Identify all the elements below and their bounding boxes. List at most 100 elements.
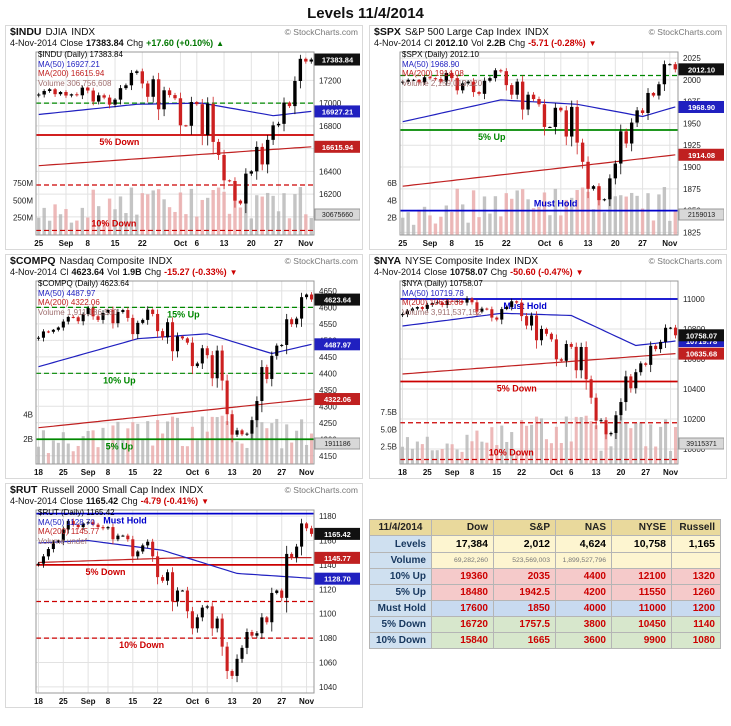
svg-text:13: 13 bbox=[220, 239, 229, 248]
chart-description: NYSE Composite Index bbox=[405, 256, 511, 267]
svg-text:8: 8 bbox=[450, 239, 455, 248]
svg-text:16200: 16200 bbox=[319, 190, 342, 199]
svg-text:Oct: Oct bbox=[538, 239, 552, 248]
value-cell: 4,624 bbox=[555, 535, 612, 553]
svg-text:13: 13 bbox=[228, 697, 237, 706]
svg-text:18: 18 bbox=[398, 468, 407, 477]
svg-text:11000: 11000 bbox=[683, 295, 705, 304]
value-cell: 1320 bbox=[671, 568, 721, 585]
levels-table-row-10-up: 10% Up 19360 2035 4400 12100 1320 bbox=[369, 568, 721, 585]
svg-text:Oct: Oct bbox=[174, 239, 188, 248]
close-label: Close bbox=[60, 496, 84, 506]
chart-compq: $COMPQ Nasdaq Composite INDX © StockChar… bbox=[5, 254, 363, 479]
svg-text:10200: 10200 bbox=[683, 415, 706, 424]
index-header-cell: Russell bbox=[671, 519, 721, 536]
levels-table-row-volume: Volume 69,282,260 523,569,003 1,899,527,796 bbox=[369, 552, 721, 569]
svg-text:Nov: Nov bbox=[662, 239, 678, 248]
chg-value: -5.71 (-0.28%) bbox=[528, 38, 586, 48]
chart-exchange: INDX bbox=[524, 27, 549, 38]
close-value: 4623.64 bbox=[71, 267, 105, 277]
svg-text:27: 27 bbox=[641, 468, 650, 477]
svg-text:Sep: Sep bbox=[81, 697, 96, 706]
svg-text:4623.64: 4623.64 bbox=[324, 296, 352, 305]
svg-text:10719.78: 10719.78 bbox=[686, 337, 717, 346]
svg-text:7.5B: 7.5B bbox=[381, 408, 397, 417]
svg-text:Nov: Nov bbox=[298, 239, 314, 248]
value-cell: 17,384 bbox=[431, 535, 494, 553]
row-label: Must Hold bbox=[369, 600, 432, 617]
svg-text:4150: 4150 bbox=[319, 452, 337, 461]
svg-text:15: 15 bbox=[475, 239, 484, 248]
levels-table-row-5-down: 5% Down 16720 1757.5 3800 10450 1140 bbox=[369, 616, 721, 633]
levels-table-row-levels: Levels 17,384 2,012 4,624 10,758 1,165 bbox=[369, 535, 721, 553]
svg-text:16400: 16400 bbox=[319, 167, 342, 176]
value-cell: 12100 bbox=[611, 568, 672, 585]
stockcharts-credit: © StockCharts.com bbox=[284, 256, 358, 266]
chart-date: 4-Nov-2014 bbox=[374, 267, 422, 277]
value-cell: 11000 bbox=[611, 600, 672, 617]
svg-text:1875: 1875 bbox=[683, 185, 701, 194]
value-cell: 9900 bbox=[611, 632, 672, 649]
svg-text:6: 6 bbox=[559, 239, 564, 248]
svg-text:Must Hold: Must Hold bbox=[503, 301, 546, 311]
chart-header: $SPX S&P 500 Large Cap Index INDX © Stoc… bbox=[370, 26, 726, 49]
svg-text:27: 27 bbox=[638, 239, 647, 248]
trend-down-arrow-icon: ▼ bbox=[201, 497, 210, 506]
svg-text:Nov: Nov bbox=[299, 697, 315, 706]
svg-text:1100: 1100 bbox=[319, 610, 337, 619]
svg-text:8: 8 bbox=[86, 239, 91, 248]
chart-plot-area[interactable]: Must Hold 5% Down 10% Down 1180 1160 1140 1120… bbox=[6, 507, 362, 707]
value-cell: 1850 bbox=[493, 600, 556, 617]
svg-text:4550: 4550 bbox=[319, 320, 337, 329]
svg-text:8: 8 bbox=[470, 468, 475, 477]
svg-text:2B: 2B bbox=[23, 435, 33, 444]
svg-text:1145.77: 1145.77 bbox=[324, 554, 351, 563]
row-label: 5% Down bbox=[369, 616, 432, 633]
svg-text:2025: 2025 bbox=[683, 54, 701, 63]
svg-text:1080: 1080 bbox=[319, 634, 337, 643]
svg-text:1950: 1950 bbox=[683, 119, 701, 128]
levels-table: 11/4/2014 Dow S&P NAS NYSE Russell Levels 17,38… bbox=[369, 519, 721, 649]
svg-text:10% Down: 10% Down bbox=[489, 448, 534, 458]
svg-text:5.0B: 5.0B bbox=[381, 425, 397, 434]
svg-text:10% Up: 10% Up bbox=[103, 375, 136, 385]
svg-text:2000: 2000 bbox=[683, 76, 701, 85]
chg-label: Chg bbox=[126, 38, 144, 48]
svg-text:25: 25 bbox=[398, 239, 407, 248]
svg-text:17383.84: 17383.84 bbox=[322, 56, 354, 65]
svg-text:4400: 4400 bbox=[319, 369, 337, 378]
close-label: Cl bbox=[60, 267, 69, 277]
chart-description: Nasdaq Composite bbox=[59, 256, 145, 267]
svg-text:10635.68: 10635.68 bbox=[686, 350, 717, 359]
svg-text:27: 27 bbox=[274, 239, 283, 248]
svg-text:25: 25 bbox=[59, 697, 68, 706]
svg-text:16615.94: 16615.94 bbox=[322, 143, 354, 152]
svg-text:1900: 1900 bbox=[683, 163, 701, 172]
row-label: Volume bbox=[369, 552, 432, 569]
svg-text:25: 25 bbox=[423, 468, 432, 477]
levels-table-row-5-up: 5% Up 18480 1942.5 4200 11550 1260 bbox=[369, 584, 721, 601]
svg-text:2B: 2B bbox=[387, 214, 397, 223]
chg-value: -4.79 (-0.41%) bbox=[140, 496, 199, 506]
value-cell: 19360 bbox=[431, 568, 494, 585]
row-label: 5% Up bbox=[369, 584, 432, 601]
svg-text:Sep: Sep bbox=[59, 239, 74, 248]
value-cell bbox=[671, 552, 721, 569]
levels-table-row-must-hold: Must Hold 17600 1850 4000 11000 1200 bbox=[369, 600, 721, 617]
svg-text:20: 20 bbox=[616, 468, 625, 477]
svg-text:20: 20 bbox=[252, 697, 261, 706]
svg-text:4350: 4350 bbox=[319, 386, 337, 395]
svg-text:1925: 1925 bbox=[683, 141, 701, 150]
chart-header: $NYA NYSE Composite Index INDX © StockCh… bbox=[370, 255, 726, 278]
svg-text:6B: 6B bbox=[387, 179, 397, 188]
svg-text:1180: 1180 bbox=[319, 512, 337, 521]
close-value: 2012.10 bbox=[435, 38, 469, 48]
row-label: 10% Down bbox=[369, 632, 432, 649]
svg-text:13: 13 bbox=[228, 468, 237, 477]
vol-value: 2.2B bbox=[486, 38, 506, 48]
chart-symbol: $COMPQ bbox=[10, 255, 56, 267]
